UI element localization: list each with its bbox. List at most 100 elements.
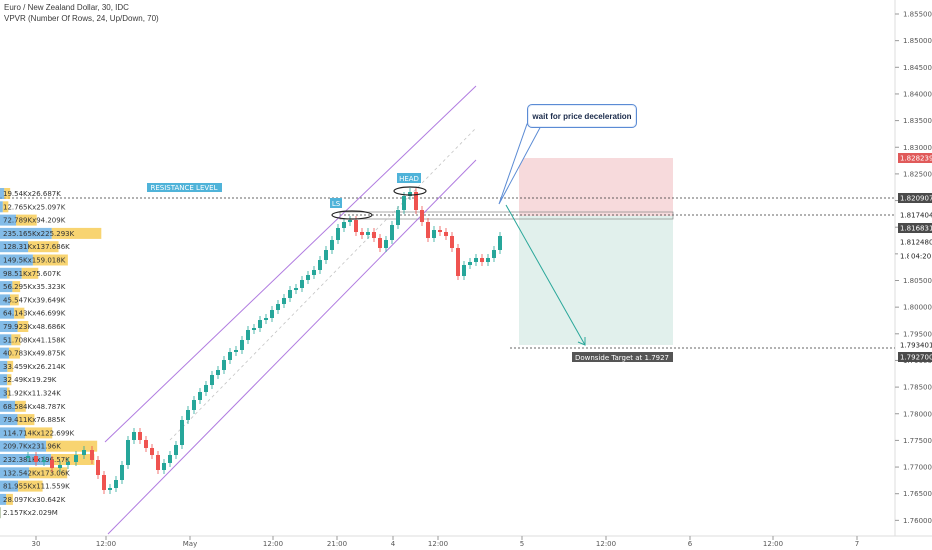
candle-body: [480, 258, 484, 262]
candle-body: [174, 445, 178, 455]
price-tick-label: 1.765000: [903, 490, 932, 498]
vp-up-bar: [0, 493, 7, 505]
vp-row-label: 51.708Kx41.158K: [3, 336, 66, 344]
vp-down-bar: [7, 360, 14, 372]
candle-body: [468, 262, 472, 265]
candle-body: [288, 290, 292, 298]
candle-body: [318, 260, 322, 270]
vp-up-bar: [0, 201, 3, 213]
vp-down-bar: [46, 440, 98, 452]
deceleration-callout[interactable]: wait for price deceleration: [527, 104, 637, 128]
candle-body: [150, 448, 154, 455]
candle-body: [58, 465, 62, 468]
symbol-title[interactable]: Euro / New Zealand Dollar, 30, IDC: [4, 3, 129, 12]
candle-body: [74, 455, 78, 462]
vp-down-bar: [18, 480, 43, 492]
vp-down-bar: [10, 294, 19, 306]
price-tag-bg: [898, 193, 932, 203]
price-tag-bg: [898, 153, 932, 163]
target-arrowhead: [577, 337, 586, 346]
time-tick-label: 12:00: [596, 540, 616, 548]
candle-body: [162, 463, 166, 470]
candle-body: [234, 350, 238, 352]
price-tick-label: 1.780000: [903, 410, 932, 418]
price-tick-label: 1.835000: [903, 117, 932, 125]
candle-body: [498, 236, 502, 250]
time-tick-label: 12:00: [96, 540, 116, 548]
vp-row-label: 79.923Kx48.686K: [3, 323, 66, 331]
candle-body: [252, 328, 256, 330]
price-tick-label: 1.825000: [903, 170, 932, 178]
vp-row-label: 45.547Kx39.649K: [3, 296, 66, 304]
price-tag-label: 1.793401: [900, 342, 932, 350]
price-tick-label: 1.845000: [903, 64, 932, 72]
channel-upper-line[interactable]: [104, 85, 477, 443]
price-tag-label: 04:20: [911, 253, 931, 261]
candle-body: [306, 275, 310, 280]
vp-down-bar: [2, 201, 9, 213]
candle-body: [132, 432, 136, 440]
time-axis[interactable]: 30 12:00 May 12:00 21:00 4 12:00 5 12:00 6 12:00 7: [32, 536, 860, 548]
price-tag-label: 1.828239: [900, 155, 932, 163]
vp-up-bar: [0, 480, 19, 492]
candle-body: [492, 250, 496, 258]
vp-up-bar: [0, 400, 16, 412]
candle-body: [366, 232, 370, 235]
price-tick-label: 1.830000: [903, 144, 932, 152]
candle-body: [360, 232, 364, 235]
stop-loss-zone[interactable]: [519, 158, 673, 216]
vp-up-bar: [0, 347, 9, 359]
candle-body: [324, 250, 328, 260]
time-tick-label: 12:00: [763, 540, 783, 548]
vp-up-bar: [0, 214, 17, 226]
target-arrow[interactable]: [505, 204, 586, 346]
vp-down-bar: [14, 307, 25, 319]
candle-body: [138, 432, 142, 440]
candle-body: [282, 298, 286, 304]
resistance-level-label[interactable]: RESISTANCE LEVEL: [151, 184, 218, 192]
vp-row-label: 98.51Kx75.607K: [3, 270, 61, 278]
candle-body: [270, 310, 274, 318]
price-tag-bg: [898, 223, 932, 233]
vp-row-label: 72.789Kx94.209K: [3, 217, 66, 225]
price-tag-bg: [909, 251, 932, 261]
profit-target-zone[interactable]: [519, 216, 673, 345]
left-shoulder-ellipse[interactable]: [331, 210, 373, 220]
price-tag-label: 1.792700: [900, 354, 932, 362]
candle-body: [198, 392, 202, 400]
price-tag-label: 1.816831: [900, 225, 932, 233]
candle-body: [240, 340, 244, 350]
candle-body: [300, 280, 304, 288]
candle-body: [82, 450, 86, 455]
candle-body: [456, 248, 460, 276]
price-tag-label: 1.8: [900, 253, 911, 261]
candle-body: [210, 375, 214, 385]
candle-body: [294, 288, 298, 290]
vp-up-bar: [0, 241, 29, 253]
price-tag-bg: [898, 352, 932, 362]
vp-down-bar: [25, 427, 53, 439]
ls-label[interactable]: LS: [332, 200, 341, 208]
vp-up-bar: [0, 440, 47, 452]
candle-body: [186, 410, 190, 420]
time-tick-label: 21:00: [327, 540, 347, 548]
vp-down-bar: [51, 227, 102, 239]
vp-up-bar: [0, 467, 30, 479]
candle-body: [258, 320, 262, 328]
price-tag-bg: [898, 340, 932, 350]
downside-target-label[interactable]: Downside Target at 1.7927: [575, 354, 669, 362]
head-label[interactable]: HEAD: [399, 175, 419, 183]
candle-body: [126, 440, 130, 465]
indicator-legend[interactable]: VPVR (Number Of Rows, 24, Up/Down, 70): [4, 14, 159, 23]
candle-body: [402, 196, 406, 210]
vp-up-bar: [0, 387, 8, 399]
vp-row-label: 132.542Kx173.06K: [3, 469, 70, 477]
vp-down-bar: [29, 467, 68, 479]
vp-down-bar: [11, 334, 21, 346]
vp-down-bar: [12, 281, 21, 293]
candle-body: [180, 420, 184, 445]
vp-down-bar: [7, 387, 10, 399]
head-ellipse[interactable]: [393, 186, 427, 196]
channel-lower-line[interactable]: [107, 159, 477, 535]
